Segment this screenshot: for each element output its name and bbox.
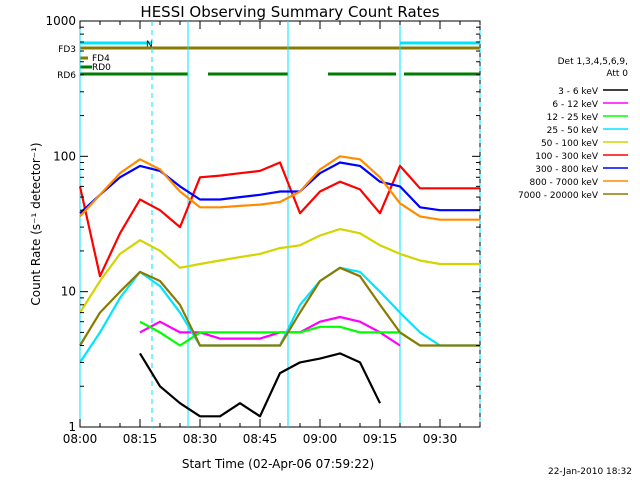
- legend: Det 1,3,4,5,6,9, Att 0 3 - 6 keV 6 - 12 keV…: [518, 57, 628, 201]
- series-line: [139, 320, 421, 347]
- plot-frame: [79, 20, 481, 428]
- series-line: [79, 155, 480, 221]
- x-axis: 08:00 08:15 08:30 08:45 09:00 09:15 09:30: [63, 21, 481, 446]
- legend-label: 100 - 300 keV: [535, 152, 599, 162]
- legend-label: 50 - 100 keV: [541, 139, 599, 149]
- x-tick-label: 09:00: [303, 432, 338, 446]
- series-line: [139, 352, 381, 418]
- flag-label: FD4: [92, 54, 110, 64]
- legend-label: 12 - 25 keV: [547, 113, 599, 123]
- series-lines: [78, 155, 480, 418]
- series-line: [79, 161, 480, 215]
- y-axis-label: Count Rate (s⁻¹ detector⁻¹): [29, 142, 43, 305]
- x-tick-label: 08:00: [63, 432, 98, 446]
- y-tick-label: 1000: [45, 14, 76, 28]
- legend-label: 25 - 50 keV: [547, 126, 599, 136]
- legend-label: 6 - 12 keV: [552, 100, 598, 110]
- legend-label: 800 - 7000 keV: [530, 178, 599, 188]
- legend-label: 7000 - 20000 keV: [518, 191, 599, 201]
- flag-label: RD6: [57, 71, 76, 81]
- mode-vertical-lines: [79, 21, 481, 427]
- x-axis-label: Start Time (02-Apr-06 07:59:22): [182, 457, 374, 471]
- flag-label: RD0: [92, 63, 111, 73]
- flag-label: N: [146, 40, 153, 50]
- legend-header: Att 0: [606, 69, 628, 79]
- y-tick-label: 100: [53, 149, 76, 163]
- x-tick-label: 08:45: [243, 432, 278, 446]
- x-tick-label: 09:15: [363, 432, 398, 446]
- series-line: [139, 315, 401, 347]
- legend-label: 3 - 6 keV: [558, 87, 599, 97]
- y-tick-label: 10: [61, 285, 76, 299]
- legend-header: Det 1,3,4,5,6,9,: [558, 57, 628, 67]
- x-tick-label: 08:15: [123, 432, 158, 446]
- series-line: [79, 266, 480, 347]
- flag-label: FD3: [58, 45, 76, 55]
- series-line: [79, 266, 480, 364]
- series-line: [79, 228, 480, 314]
- y-axis: 1 10 100 1000: [45, 14, 480, 434]
- x-tick-label: 09:30: [423, 432, 458, 446]
- y-tick-label: 1: [68, 420, 76, 434]
- x-tick-label: 08:30: [183, 432, 218, 446]
- footer-date: 22-Jan-2010 18:32: [548, 467, 632, 477]
- series-line: [78, 161, 480, 278]
- legend-label: 300 - 800 keV: [535, 165, 599, 175]
- chart-title: HESSI Observing Summary Count Rates: [140, 3, 439, 21]
